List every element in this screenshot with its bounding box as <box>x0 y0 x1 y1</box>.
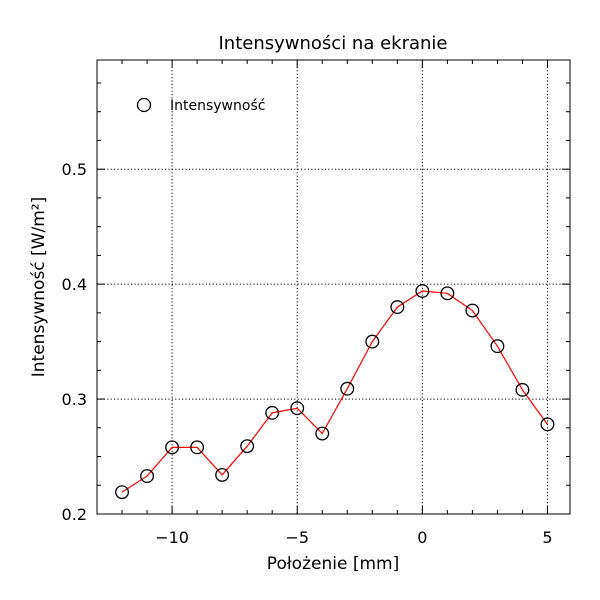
data-point <box>515 382 530 397</box>
y-axis-label: Intensywność [W/m²] <box>29 197 49 377</box>
chart-title: Intensywności na ekranie <box>219 33 448 54</box>
legend-marker <box>136 97 152 113</box>
axis-ticks <box>96 60 570 515</box>
x-tick-label: −5 <box>285 528 309 547</box>
x-tick-label: 0 <box>417 528 427 547</box>
data-point <box>490 339 505 354</box>
data-point <box>165 440 180 455</box>
y-tick-label: 0.3 <box>62 390 87 409</box>
x-tick-label: 5 <box>542 528 552 547</box>
data-point <box>415 284 430 298</box>
plot-frame <box>96 59 571 515</box>
data-point <box>365 334 380 349</box>
y-tick-label: 0.2 <box>62 505 87 524</box>
data-point <box>240 439 255 454</box>
data-point <box>540 417 555 432</box>
data-point <box>215 467 230 482</box>
series-line <box>121 290 548 493</box>
x-axis-label: Położenie [mm] <box>267 554 399 574</box>
data-point <box>315 426 330 441</box>
data-point <box>190 440 205 455</box>
data-point <box>465 303 480 318</box>
legend-label: Intensywność <box>170 98 265 114</box>
y-tick-label: 0.5 <box>62 160 87 179</box>
data-point <box>340 381 355 396</box>
data-point <box>390 300 405 315</box>
x-tick-label: −10 <box>155 528 189 547</box>
data-point <box>440 286 455 301</box>
grid-lines <box>97 60 570 514</box>
legend: Intensywność <box>136 97 265 114</box>
data-point <box>265 405 280 420</box>
tick-labels: −10 −5 0 5 0.2 0.3 0.4 0.5 <box>62 160 553 547</box>
y-tick-label: 0.4 <box>62 275 87 294</box>
data-series <box>115 284 555 500</box>
data-point <box>290 401 305 416</box>
data-point <box>140 469 155 484</box>
data-point <box>115 485 129 500</box>
